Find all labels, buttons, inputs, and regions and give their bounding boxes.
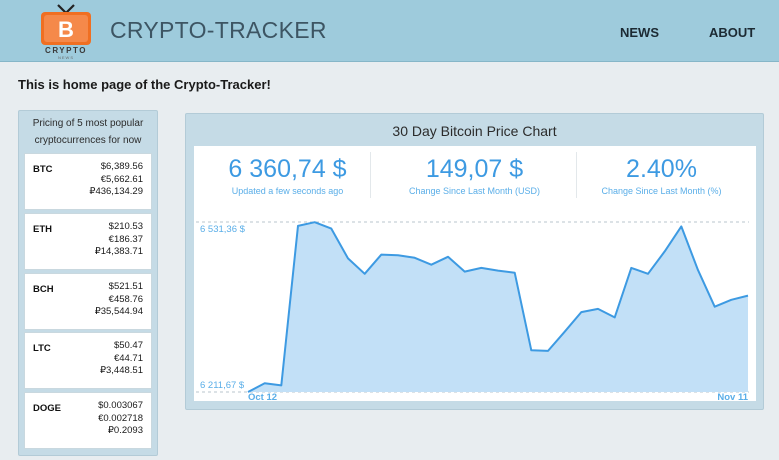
stat-divider — [370, 152, 371, 198]
price-point[interactable] — [429, 262, 434, 267]
svg-text:B: B — [58, 17, 74, 42]
prices-sidebar: Pricing of 5 most popular cryptocurrence… — [18, 110, 158, 456]
price-point[interactable] — [262, 381, 267, 386]
stat-label: Change Since Last Month (%) — [601, 186, 722, 196]
max-price-label: 6 531,36 $ — [200, 224, 246, 235]
price-eur: €186.37 — [108, 233, 143, 245]
price-point[interactable] — [496, 268, 501, 273]
price-rub: ₽14,383.71 — [94, 246, 143, 257]
nav-news-link[interactable]: NEWS — [620, 25, 659, 40]
coin-symbol: ETH — [33, 224, 52, 235]
stat-current-price: 6 360,74 $ Updated a few seconds ago — [194, 146, 381, 204]
coin-symbol: BCH — [33, 284, 54, 295]
price-rub: ₽436,134.29 — [89, 186, 143, 197]
price-point[interactable] — [729, 297, 734, 302]
price-point[interactable] — [346, 256, 351, 261]
stat-divider — [576, 152, 577, 198]
price-chart-panel: 30 Day Bitcoin Price Chart 6 360,74 $ Up… — [185, 113, 764, 410]
price-point[interactable] — [479, 265, 484, 270]
x-start-label: Oct 12 — [248, 392, 277, 401]
crypto-news-logo[interactable]: B CRYPTO NEWS — [38, 2, 94, 60]
price-point[interactable] — [596, 306, 601, 311]
price-usd: $50.47 — [113, 340, 143, 351]
price-point[interactable] — [529, 348, 534, 353]
price-point[interactable] — [712, 304, 717, 309]
price-point[interactable] — [279, 383, 284, 388]
coin-prices: $0.003067 €0.002718 ₽0.2093 — [98, 400, 143, 438]
price-usd: $210.53 — [108, 221, 143, 232]
price-point[interactable] — [696, 268, 701, 273]
stat-value: 2.40% — [626, 155, 697, 183]
coin-symbol: LTC — [33, 343, 51, 354]
price-point[interactable] — [412, 255, 417, 260]
price-point[interactable] — [329, 226, 334, 231]
nav-about-link[interactable]: ABOUT — [709, 25, 756, 40]
price-rub: ₽35,544.94 — [94, 306, 143, 317]
price-point[interactable] — [612, 315, 617, 320]
price-point[interactable] — [312, 220, 317, 225]
svg-text:NEWS: NEWS — [58, 55, 74, 60]
price-usd: $521.51 — [108, 281, 143, 292]
svg-text:CRYPTO: CRYPTO — [45, 46, 87, 55]
coin-card-btc: BTC $6,389.56 €5,662.61 ₽436,134.29 — [24, 153, 152, 210]
price-point[interactable] — [646, 271, 651, 276]
price-point[interactable] — [396, 253, 401, 258]
coin-symbol: BTC — [33, 164, 53, 175]
sidebar-heading: Pricing of 5 most popular cryptocurrence… — [32, 118, 144, 146]
coin-symbol: DOGE — [33, 403, 61, 414]
price-eur: €0.002718 — [98, 412, 143, 424]
price-rub: ₽0.2093 — [107, 425, 143, 436]
price-point[interactable] — [629, 265, 634, 270]
price-point[interactable] — [579, 310, 584, 315]
price-line — [247, 221, 749, 393]
stat-value: 6 360,74 $ — [228, 155, 347, 183]
price-point[interactable] — [462, 269, 467, 274]
price-point[interactable] — [746, 293, 751, 298]
stat-label: Updated a few seconds ago — [231, 186, 344, 196]
intro-text: This is home page of the Crypto-Tracker! — [18, 77, 271, 92]
coin-prices: $521.51 €458.76 ₽35,544.94 — [95, 281, 143, 319]
stat-label: Change Since Last Month (USD) — [408, 186, 541, 196]
price-point[interactable] — [562, 329, 567, 334]
min-price-label: 6 211,67 $ — [200, 380, 245, 391]
chart-title: 30 Day Bitcoin Price Chart — [392, 123, 557, 139]
price-rub: ₽3,448.51 — [99, 365, 143, 376]
app-title: CRYPTO-TRACKER — [110, 17, 327, 43]
price-point[interactable] — [546, 348, 551, 353]
price-area — [248, 222, 748, 392]
coin-prices: $210.53 €186.37 ₽14,383.71 — [95, 221, 143, 259]
x-end-label: Nov 11 — [717, 392, 748, 401]
price-point[interactable] — [679, 224, 684, 229]
coin-card-eth: ETH $210.53 €186.37 ₽14,383.71 — [24, 213, 152, 270]
stat-change-percent: 2.40% Change Since Last Month (%) — [568, 146, 755, 204]
price-point[interactable] — [296, 223, 301, 228]
price-point[interactable] — [246, 390, 251, 395]
price-point[interactable] — [662, 249, 667, 254]
coin-card-doge: DOGE $0.003067 €0.002718 ₽0.2093 — [24, 392, 152, 449]
stat-change-usd: 149,07 $ Change Since Last Month (USD) — [381, 146, 568, 204]
price-usd: $6,389.56 — [100, 161, 143, 172]
bitcoin-price-chart: 6 531,36 $ 6 211,67 $ Oct 12 Nov 11 — [196, 220, 751, 401]
stat-value: 149,07 $ — [425, 155, 524, 183]
price-point[interactable] — [512, 270, 517, 275]
price-point[interactable] — [446, 254, 451, 259]
coin-prices: $6,389.56 €5,662.61 ₽436,134.29 — [89, 161, 143, 199]
coin-card-ltc: LTC $50.47 €44.71 ₽3,448.51 — [24, 332, 152, 389]
chart-card: 6 360,74 $ Updated a few seconds ago 149… — [194, 146, 756, 401]
price-eur: €458.76 — [108, 293, 143, 305]
price-eur: €5,662.61 — [100, 173, 143, 185]
price-point[interactable] — [379, 252, 384, 257]
price-usd: $0.003067 — [98, 400, 143, 411]
coin-prices: $50.47 €44.71 ₽3,448.51 — [100, 340, 143, 378]
price-point[interactable] — [362, 271, 367, 276]
coin-card-bch: BCH $521.51 €458.76 ₽35,544.94 — [24, 273, 152, 330]
price-eur: €44.71 — [113, 352, 143, 364]
top-header: B CRYPTO NEWS CRYPTO-TRACKER NEWS ABOUT — [0, 0, 779, 62]
